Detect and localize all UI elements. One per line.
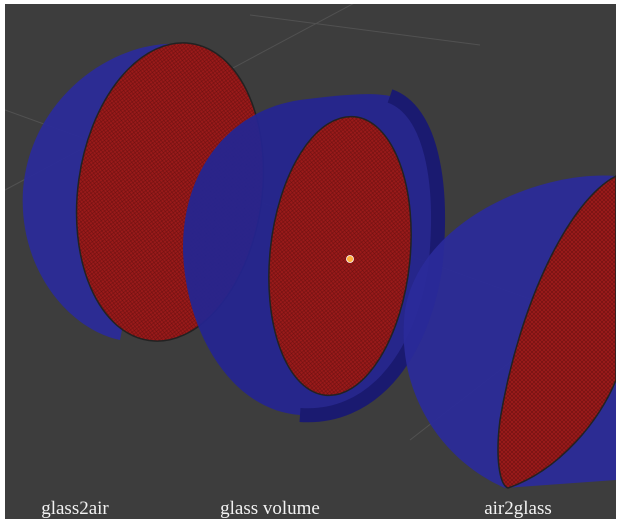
label: air2glass	[484, 498, 552, 519]
label: glass2air	[41, 498, 109, 519]
viewport: glass2air glass volume air2glass	[0, 0, 621, 523]
label: glass volume	[220, 498, 320, 519]
middle-shell	[183, 94, 438, 415]
